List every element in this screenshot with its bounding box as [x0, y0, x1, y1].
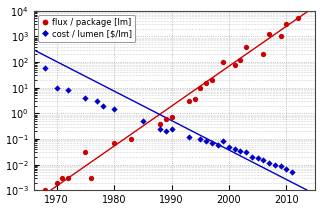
cost / lumen [$/lm]: [84, 97, 87, 99]
cost / lumen [$/lm]: [43, 67, 47, 69]
cost / lumen [$/lm]: [244, 151, 248, 154]
cost / lumen [$/lm]: [141, 120, 145, 122]
flux / package [lm]: [170, 116, 173, 119]
cost / lumen [$/lm]: [250, 156, 254, 158]
cost / lumen [$/lm]: [198, 138, 202, 140]
cost / lumen [$/lm]: [112, 108, 116, 110]
cost / lumen [$/lm]: [216, 143, 220, 146]
cost / lumen [$/lm]: [267, 161, 271, 164]
flux / package [lm]: [233, 63, 237, 66]
cost / lumen [$/lm]: [227, 146, 231, 148]
flux / package [lm]: [261, 53, 265, 56]
cost / lumen [$/lm]: [95, 100, 99, 102]
flux / package [lm]: [204, 82, 208, 84]
cost / lumen [$/lm]: [233, 148, 237, 150]
flux / package [lm]: [89, 177, 93, 179]
cost / lumen [$/lm]: [66, 89, 70, 91]
flux / package [lm]: [210, 79, 214, 81]
cost / lumen [$/lm]: [279, 165, 283, 167]
flux / package [lm]: [84, 151, 87, 154]
cost / lumen [$/lm]: [290, 171, 294, 174]
cost / lumen [$/lm]: [101, 104, 105, 107]
flux / package [lm]: [43, 189, 47, 192]
Line: flux / package [lm]: flux / package [lm]: [43, 16, 300, 193]
cost / lumen [$/lm]: [158, 127, 162, 130]
cost / lumen [$/lm]: [238, 150, 242, 152]
flux / package [lm]: [60, 177, 64, 179]
flux / package [lm]: [279, 35, 283, 38]
cost / lumen [$/lm]: [273, 163, 277, 166]
cost / lumen [$/lm]: [210, 142, 214, 144]
flux / package [lm]: [158, 122, 162, 125]
Legend: flux / package [lm], cost / lumen [$/lm]: flux / package [lm], cost / lumen [$/lm]: [38, 15, 135, 42]
flux / package [lm]: [296, 17, 300, 20]
cost / lumen [$/lm]: [261, 159, 265, 161]
cost / lumen [$/lm]: [221, 140, 225, 143]
flux / package [lm]: [198, 87, 202, 89]
flux / package [lm]: [284, 23, 288, 25]
flux / package [lm]: [221, 61, 225, 63]
cost / lumen [$/lm]: [170, 127, 173, 130]
flux / package [lm]: [129, 138, 133, 140]
cost / lumen [$/lm]: [256, 157, 260, 159]
cost / lumen [$/lm]: [55, 87, 59, 89]
Line: cost / lumen [$/lm]: cost / lumen [$/lm]: [43, 66, 294, 175]
cost / lumen [$/lm]: [204, 140, 208, 143]
flux / package [lm]: [267, 33, 271, 36]
flux / package [lm]: [112, 142, 116, 144]
flux / package [lm]: [55, 181, 59, 184]
flux / package [lm]: [193, 98, 196, 101]
flux / package [lm]: [164, 118, 168, 120]
flux / package [lm]: [238, 59, 242, 61]
cost / lumen [$/lm]: [284, 167, 288, 170]
flux / package [lm]: [244, 45, 248, 48]
flux / package [lm]: [66, 177, 70, 179]
cost / lumen [$/lm]: [164, 130, 168, 133]
flux / package [lm]: [187, 100, 191, 102]
cost / lumen [$/lm]: [187, 136, 191, 138]
